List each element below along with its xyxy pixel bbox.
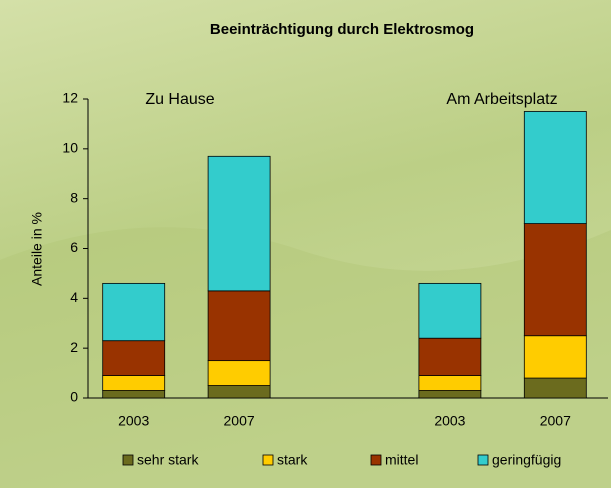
legend-label: stark: [277, 452, 308, 468]
x-tick-label: 2003: [118, 413, 149, 429]
bar-segment: [419, 338, 481, 375]
chart: Beeinträchtigung durch Elektrosmog Antei…: [0, 0, 611, 488]
bar-segment: [524, 224, 586, 336]
bar-segment: [103, 376, 165, 391]
y-axis-label: Anteile in %: [29, 212, 45, 286]
bar-segment: [524, 336, 586, 378]
legend-label: mittel: [385, 452, 418, 468]
y-tick-label: 10: [62, 140, 78, 156]
bar-segment: [208, 156, 270, 291]
y-tick-label: 2: [70, 339, 78, 355]
legend-label: sehr stark: [137, 452, 199, 468]
bar-segment: [103, 283, 165, 340]
y-tick-label: 12: [62, 90, 78, 106]
x-tick-label: 2007: [540, 413, 571, 429]
bar-segment: [103, 341, 165, 376]
bar-segment: [419, 391, 481, 398]
y-tick-label: 4: [70, 289, 78, 305]
bar-segment: [103, 391, 165, 398]
bar-segment: [419, 376, 481, 391]
x-tick-label: 2003: [434, 413, 465, 429]
bar-segment: [524, 378, 586, 398]
chart-title: Beeinträchtigung durch Elektrosmog: [210, 21, 474, 38]
y-tick-label: 6: [70, 239, 78, 255]
legend-label: geringfügig: [492, 452, 561, 468]
bar-segment: [524, 111, 586, 223]
y-tick-label: 0: [70, 389, 78, 405]
bar-segment: [208, 361, 270, 386]
bar-segment: [419, 283, 481, 338]
y-tick-label: 8: [70, 189, 78, 205]
annotation: Am Arbeitsplatz: [446, 91, 557, 108]
legend-swatch: [478, 455, 488, 465]
bar-segment: [208, 291, 270, 361]
legend-swatch: [263, 455, 273, 465]
landscape: [0, 227, 611, 488]
legend-swatch: [371, 455, 381, 465]
x-tick-label: 2007: [224, 413, 255, 429]
legend-swatch: [123, 455, 133, 465]
bar-segment: [208, 386, 270, 398]
annotation: Zu Hause: [145, 91, 214, 108]
